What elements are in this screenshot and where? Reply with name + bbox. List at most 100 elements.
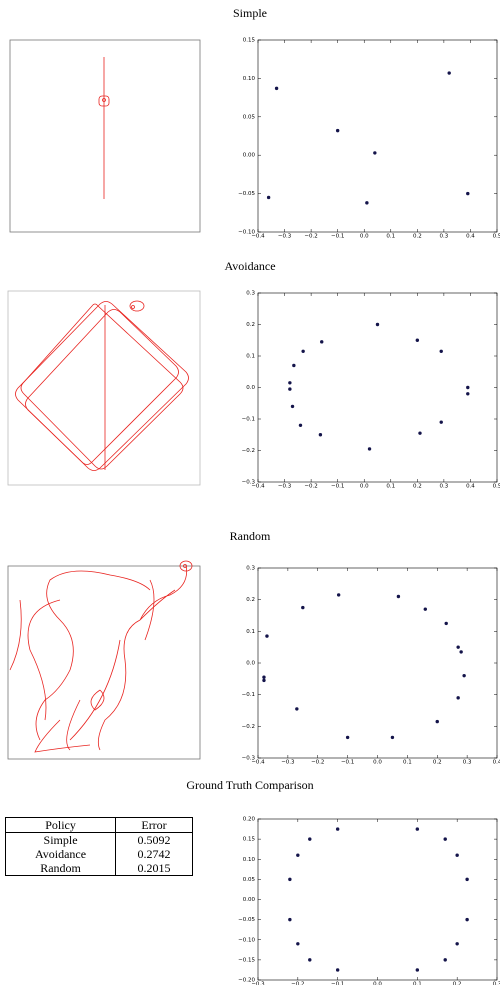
x-tick-label: −0.4	[251, 234, 265, 240]
cell: 0.5092	[115, 832, 193, 847]
x-tick-label: 0.3	[463, 760, 472, 766]
point	[466, 191, 470, 196]
chart-title: Random	[230, 529, 271, 543]
error-table: Policy Error Simple 0.5092 Avoidance 0.2742…	[4, 817, 193, 876]
point	[335, 827, 340, 831]
y-tick-label: 0.10	[243, 76, 256, 82]
point	[336, 593, 341, 597]
point	[373, 151, 377, 155]
x-tick-label: −0.1	[331, 484, 344, 490]
table-header: Policy Error	[4, 817, 193, 833]
x-tick-label: 0.3	[493, 982, 500, 985]
point	[390, 735, 395, 740]
point	[296, 942, 300, 946]
y-tick-label: 0.2	[246, 322, 255, 328]
x-tick-label: 0.1	[386, 484, 395, 490]
point	[288, 387, 292, 391]
x-tick-label: 0.0	[360, 234, 369, 240]
y-tick-label: −0.15	[238, 957, 255, 963]
point	[290, 404, 295, 409]
point	[466, 392, 470, 396]
point	[295, 707, 299, 711]
point	[266, 195, 271, 200]
x-tick-label: −0.3	[278, 484, 292, 490]
point	[320, 340, 324, 344]
x-tick-label: 0.1	[413, 982, 422, 985]
y-tick-label: 0.00	[243, 897, 256, 903]
point	[308, 958, 312, 962]
x-tick-label: −0.2	[304, 484, 317, 490]
y-tick-label: 0.3	[246, 566, 255, 572]
point	[415, 338, 420, 342]
x-tick-label: 0.0	[360, 484, 369, 490]
x-tick-label: −0.3	[278, 234, 292, 240]
x-tick-label: 0.4	[466, 484, 475, 490]
cell: Random	[4, 861, 117, 876]
point	[375, 322, 380, 327]
x-tick-label: −0.1	[341, 760, 354, 766]
x-tick-label: 0.0	[373, 760, 382, 766]
chart-title: Ground Truth Comparison	[186, 778, 313, 792]
table-row: Random 0.2015	[4, 861, 193, 876]
x-tick-label: 0.4	[466, 234, 475, 240]
point	[459, 650, 463, 654]
point	[465, 917, 469, 922]
x-tick-label: −0.2	[291, 982, 304, 985]
y-tick-label: −0.05	[238, 917, 255, 923]
point	[443, 837, 447, 841]
point	[274, 86, 279, 91]
x-tick-label: 0.3	[440, 484, 449, 490]
point	[423, 607, 427, 611]
x-tick-label: −0.3	[251, 982, 265, 985]
y-tick-label: −0.10	[238, 230, 255, 236]
cell: Avoidance	[4, 847, 117, 861]
point	[418, 431, 422, 435]
point	[265, 634, 269, 638]
point	[335, 128, 340, 133]
y-tick-label: 0.1	[246, 629, 255, 635]
simple-trajectory	[9, 39, 201, 233]
table-row: Simple 0.5092	[4, 832, 193, 847]
x-tick-label: 0.0	[373, 982, 382, 985]
x-tick-label: 0.2	[453, 982, 462, 985]
avoidance-trajectory	[7, 290, 201, 486]
header-cell: Error	[115, 817, 193, 833]
point	[443, 958, 447, 962]
point	[465, 877, 469, 882]
point	[367, 447, 372, 451]
x-tick-label: −0.1	[331, 234, 344, 240]
x-tick-label: 0.5	[493, 484, 500, 490]
point	[396, 594, 401, 599]
point	[456, 645, 460, 649]
y-tick-label: −0.3	[242, 480, 256, 486]
x-tick-label: 0.2	[413, 484, 422, 490]
point	[262, 678, 266, 683]
point	[439, 349, 443, 353]
cell: Simple	[4, 832, 117, 847]
point	[365, 201, 369, 205]
x-tick-label: 0.4	[493, 760, 500, 766]
point	[296, 853, 300, 857]
table-row: Avoidance 0.2742	[4, 847, 193, 861]
cell: 0.2742	[115, 847, 193, 861]
y-tick-label: 0.05	[243, 114, 256, 120]
point	[415, 968, 420, 972]
cell: 0.2015	[115, 861, 193, 876]
point	[318, 433, 323, 437]
y-tick-label: −0.05	[238, 191, 255, 197]
x-tick-label: −0.4	[251, 760, 265, 766]
x-tick-label: −0.2	[304, 234, 317, 240]
random-trajectory	[7, 560, 201, 760]
point	[435, 719, 439, 724]
x-tick-label: −0.2	[311, 760, 324, 766]
point	[301, 349, 305, 353]
x-tick-label: 0.5	[493, 234, 500, 240]
y-tick-label: −0.1	[242, 692, 255, 698]
y-tick-label: 0.15	[243, 837, 256, 843]
x-tick-label: −0.3	[281, 760, 295, 766]
plot-frame	[257, 292, 498, 483]
x-tick-label: 0.1	[386, 234, 395, 240]
y-tick-label: 0.20	[243, 817, 256, 823]
